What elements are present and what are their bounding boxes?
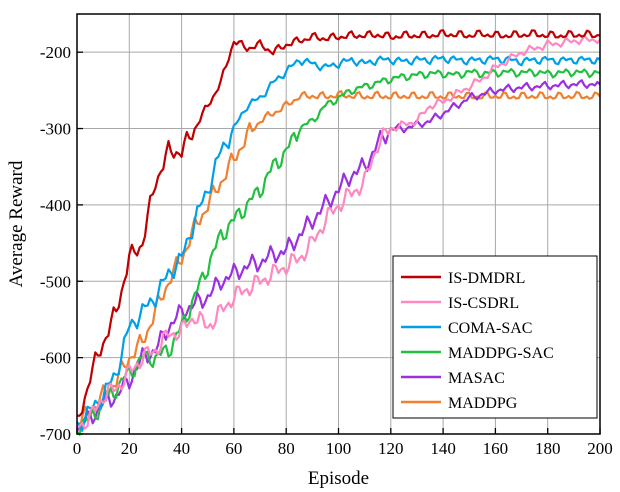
x-tick-label: 20 [121,439,138,458]
series-line-maddpg [76,90,601,431]
series-lines [75,29,601,436]
x-tick-label: 0 [73,439,82,458]
x-axis-label: Episode [308,468,369,489]
x-tick-label: 120 [378,439,404,458]
x-tick-label: 60 [225,439,242,458]
plot-frame [76,13,601,435]
x-tick-label: 140 [430,439,456,458]
legend-box [392,255,598,419]
legend-label-is-csdrl: IS-CSDRL [448,295,519,312]
legend-label-maddpg: MADDPG [448,395,518,412]
y-axis-label: Average Reward [6,160,27,287]
series-line-coma-sac [76,55,601,432]
axis-ticks: 0 20 40 60 80 100 120 140 160 180 200 -700 -600 -500 -… [40,43,613,458]
legend-label-is-dmdrl: IS-DMDRL [448,270,525,287]
series-line-maddpg-sac [76,68,601,436]
x-tick-label: 200 [587,439,613,458]
y-tick-label: -600 [40,349,71,368]
y-tick-label: -500 [40,272,71,291]
y-tick-label: -400 [40,196,71,215]
legend: IS-DMDRL IS-CSDRL COMA-SAC MADDPG-SAC MASAC M… [392,255,598,419]
series-line-is-csdrl [76,34,601,430]
legend-label-coma-sac: COMA-SAC [448,320,532,337]
x-tick-label: 100 [326,439,352,458]
y-tick-label: -700 [40,425,71,444]
y-tick-label: -200 [40,43,71,62]
series-line-masac [75,79,601,433]
x-tick-label: 80 [278,439,295,458]
x-tick-label: 160 [483,439,509,458]
series-line-is-dmdrl [76,29,601,417]
legend-label-masac: MASAC [448,370,505,387]
legend-label-maddpg-sac: MADDPG-SAC [448,345,554,362]
x-tick-label: 180 [535,439,561,458]
x-tick-label: 40 [173,439,190,458]
y-tick-label: -300 [40,120,71,139]
